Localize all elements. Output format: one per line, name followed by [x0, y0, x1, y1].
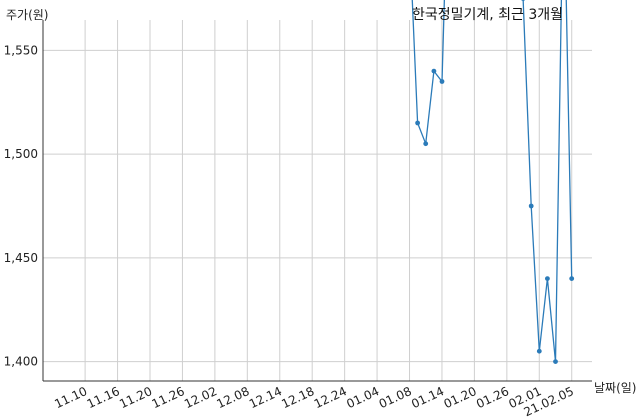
x-tick-labels: 11.1011.1611.2011.2612.0212.0812.1412.18…	[52, 384, 576, 419]
x-tick-label: 12.24	[312, 384, 349, 411]
x-tick-label: 11.16	[85, 384, 122, 411]
x-tick-label: 11.10	[52, 384, 89, 411]
data-point	[431, 68, 437, 74]
x-tick-label: 11.20	[117, 384, 154, 411]
x-tick-label: 12.18	[279, 384, 316, 411]
y-tick-label: 1,450	[4, 251, 38, 265]
data-point	[423, 141, 429, 147]
x-tick-label: 01.14	[409, 384, 446, 411]
data-point	[415, 120, 420, 126]
x-tick-label: 11.26	[150, 384, 187, 411]
data-point	[553, 359, 558, 364]
data-point	[528, 203, 534, 209]
x-tick-label: 01.08	[377, 384, 414, 411]
y-tick-label: 1,550	[4, 43, 38, 57]
y-axis-label: 주가(원)	[6, 8, 48, 22]
grid	[43, 20, 592, 381]
data-point	[545, 276, 550, 281]
y-tick-label: 1,500	[4, 147, 38, 161]
x-tick-label: 12.14	[247, 384, 284, 411]
x-tick-label: 01.20	[442, 384, 479, 411]
x-tick-label: 01.04	[344, 384, 381, 411]
chart-title: 한국정밀기계, 최근 3개월	[412, 7, 563, 23]
x-tick-label: 01.26	[474, 384, 511, 411]
data-point	[569, 276, 575, 281]
price-series-line	[411, 0, 573, 362]
x-axis-label: 날짜(일)	[594, 381, 636, 395]
data-point	[439, 79, 445, 84]
data-point	[536, 348, 542, 354]
price-series-points	[415, 0, 575, 364]
data-point	[521, 0, 525, 1]
y-tick-label: 1,400	[4, 355, 38, 369]
x-tick-label: 12.08	[215, 384, 252, 411]
x-tick-label: 12.02	[182, 384, 219, 411]
